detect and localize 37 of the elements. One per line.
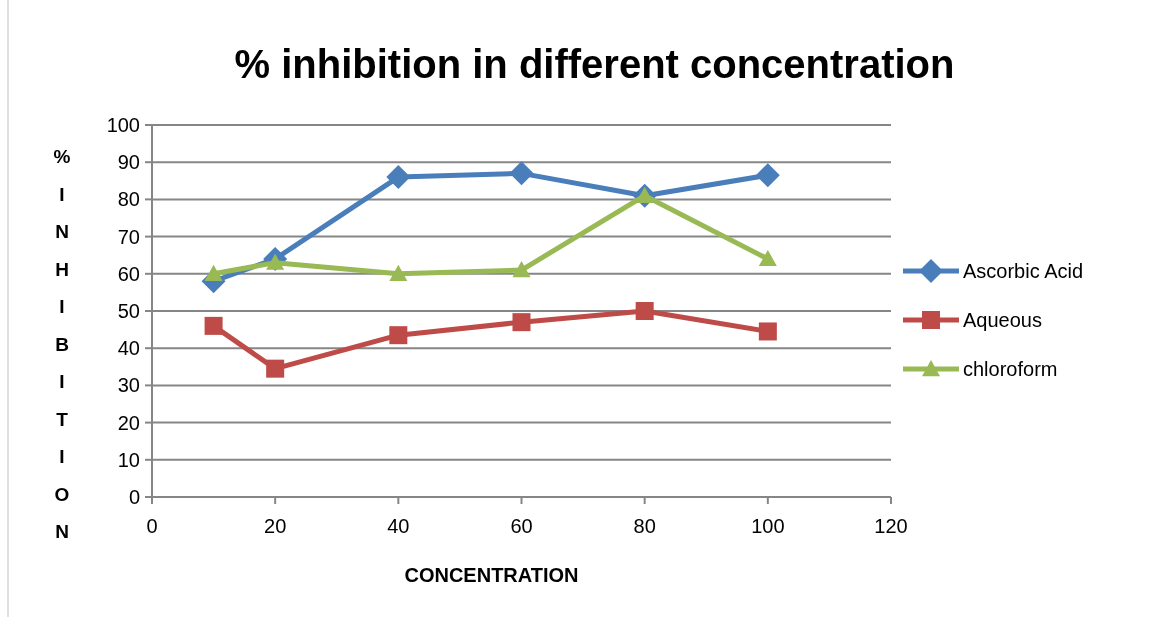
y-tick-label: 70 (117, 225, 140, 248)
y-tick-label: 100 (106, 114, 140, 136)
point (755, 163, 780, 188)
chart-title: % inhibition in different concentration (234, 42, 955, 86)
y-tick-label: 50 (117, 300, 140, 322)
y-tick-label: 20 (117, 411, 140, 434)
x-tick-label: 40 (387, 515, 410, 537)
point (635, 302, 654, 320)
point (266, 359, 285, 378)
point (386, 165, 411, 190)
legend-label: chloroform (963, 358, 1058, 380)
y-tick-label: 0 (128, 486, 140, 508)
y-tick-label: 90 (117, 151, 140, 174)
legend-label: Aqueous (963, 309, 1042, 331)
point (389, 326, 408, 345)
x-tick-label: 120 (874, 515, 908, 537)
y-tick-label: 60 (117, 262, 140, 285)
point (389, 264, 408, 281)
point (204, 316, 223, 335)
x-tick-label: 80 (633, 515, 656, 537)
legend-label: Ascorbic Acid (963, 260, 1084, 282)
y-tick-label: 80 (117, 188, 140, 211)
x-tick-label: 100 (751, 515, 785, 537)
point (512, 313, 531, 332)
text: % INHIBITION (53, 146, 71, 542)
point (204, 264, 223, 281)
y-tick-label: 10 (117, 448, 140, 471)
x-axis-title: CONCENTRATION (404, 564, 579, 586)
point (509, 161, 534, 186)
point (758, 249, 777, 267)
x-tick-label: 20 (264, 515, 287, 537)
y-tick-label: 40 (117, 337, 140, 360)
x-tick-label: 0 (146, 515, 158, 537)
point (758, 322, 777, 341)
point (512, 261, 531, 278)
x-tick-label: 60 (510, 515, 533, 537)
y-tick-label: 30 (117, 374, 140, 397)
